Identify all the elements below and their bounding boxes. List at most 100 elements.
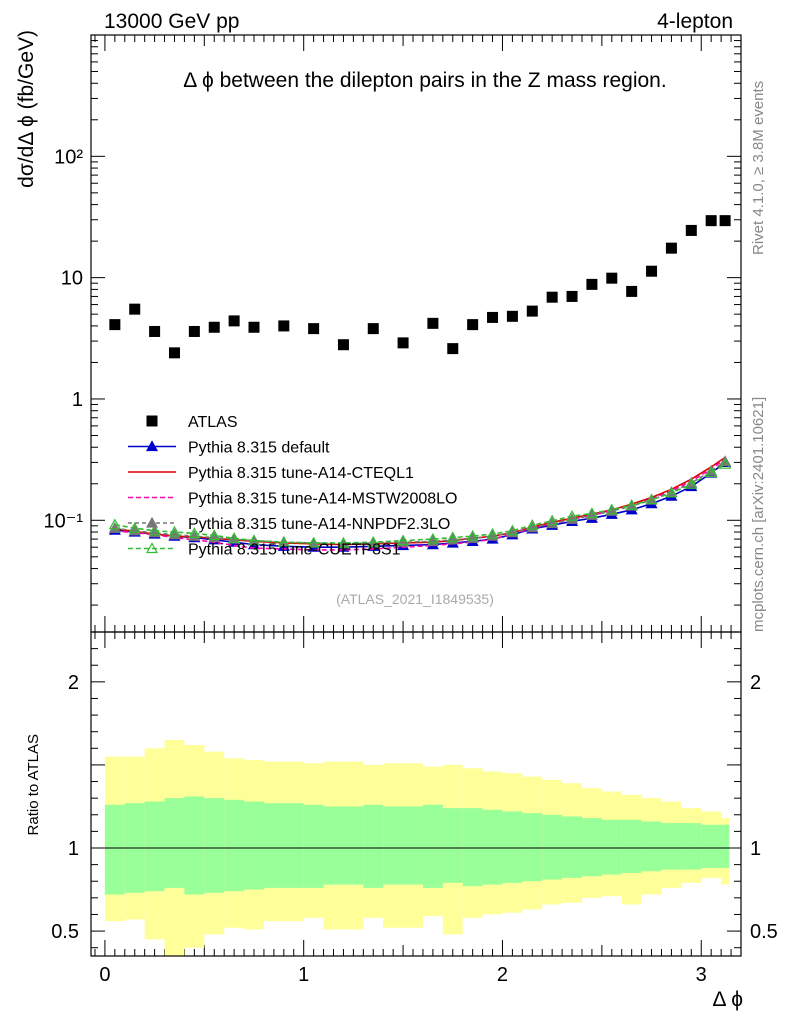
inner-band-bin (244, 801, 264, 890)
atlas-point (337, 339, 349, 351)
x-tick-label: 1 (298, 964, 309, 986)
y-tick-label: 10² (54, 146, 83, 168)
x-tick-label: 3 (696, 964, 707, 986)
mcplots-label: mcplots.cern.ch [arXiv:2401.10621] (750, 397, 767, 632)
y-axis-label: dσ/dΔ ϕ (fb/GeV) (15, 30, 38, 188)
inner-band-bin (522, 813, 543, 882)
atlas-point (546, 291, 558, 303)
inner-band-bin (621, 819, 642, 873)
series-point-4 (719, 457, 732, 469)
atlas-point (626, 285, 638, 297)
atlas-point (228, 315, 240, 327)
atlas-point (129, 303, 141, 315)
header-right: 4-lepton (657, 10, 733, 33)
series-point-4 (605, 503, 618, 515)
inner-band-bin (303, 804, 324, 888)
series-point-4 (506, 524, 519, 536)
series-point-4 (307, 536, 320, 548)
atlas-point (719, 215, 731, 227)
series-point-4 (685, 478, 698, 489)
ratio-tick-label: 1 (68, 838, 79, 860)
series-point-4 (585, 507, 598, 518)
inner-band-bin (502, 811, 523, 883)
series-point-4 (546, 514, 559, 526)
y-tick-label: 10 (61, 268, 83, 290)
series-point-4 (128, 521, 141, 533)
inner-band-bin (581, 818, 602, 877)
atlas-point (665, 242, 677, 254)
atlas-point (447, 343, 459, 355)
inner-band-bin (462, 808, 483, 887)
series-point-3 (566, 513, 579, 524)
y-tick-label: 10⁻¹ (44, 510, 84, 532)
inner-band-bin (542, 814, 563, 880)
inner-band-bin (363, 804, 384, 888)
legend-marker (145, 542, 159, 554)
inner-band-bin (263, 803, 304, 888)
inner-band-bin (104, 804, 125, 895)
atlas-point (308, 323, 320, 335)
atlas-point (526, 305, 538, 317)
inner-band-bin (701, 824, 722, 868)
ratio-tick-label: 0.5 (51, 921, 79, 943)
chart-title: Δ ϕ between the dilepton pairs in the Z … (183, 69, 666, 92)
inner-band-bin (184, 796, 205, 895)
atlas-point (606, 272, 618, 284)
series-point-4 (486, 527, 499, 539)
x-axis-label: Δ ϕ (713, 988, 743, 1011)
atlas-point (149, 325, 161, 337)
inner-band-bin (562, 816, 582, 878)
legend-marker (145, 516, 159, 528)
inner-band-bin (681, 823, 702, 870)
atlas-point (168, 347, 180, 359)
series-point-4 (148, 524, 161, 536)
inner-band-bin (164, 798, 185, 888)
series-point-4 (247, 534, 261, 546)
atlas-point (506, 310, 518, 322)
atlas-point (487, 311, 499, 323)
legend-label: Pythia 8.315 tune-A14-MSTW2008LO (188, 491, 457, 508)
analysis-id: (ATLAS_2021_I1849535) (336, 591, 494, 607)
inner-band-bin (422, 804, 443, 888)
series-point-3 (719, 455, 732, 467)
inner-band-bin (601, 819, 622, 875)
atlas-point (109, 319, 121, 331)
ratio-plot: 0 1 2 3 0.5 0.5 1 1 2 2 (51, 631, 778, 986)
series-point-4 (426, 532, 439, 544)
inner-band-bin (224, 799, 245, 892)
inner-band-bin (383, 806, 423, 885)
series-point-4 (466, 529, 479, 541)
series-line-4 (114, 463, 726, 544)
legend-marker-atlas (146, 415, 158, 427)
rivet-label: Rivet 4.1.0, ≥ 3.8M events (750, 81, 767, 255)
inner-band-bin (204, 798, 225, 893)
header-left: 13000 GeV pp (104, 10, 239, 33)
atlas-point (248, 321, 260, 333)
series-point-4 (337, 536, 350, 548)
series-point-4 (108, 518, 121, 530)
inner-band-bin (323, 806, 364, 885)
series-point-3 (108, 521, 121, 533)
inner-band-bin (641, 821, 662, 872)
ratio-frame (90, 631, 742, 957)
atlas-point (208, 321, 220, 333)
series-point-3 (397, 535, 410, 547)
inner-band-bin (442, 808, 463, 883)
ratio-tick-label: 2 (68, 672, 79, 694)
series-point-4 (446, 531, 459, 543)
atlas-point (397, 337, 409, 349)
inner-band-bin (144, 801, 165, 892)
series-point-4 (645, 493, 658, 505)
atlas-point (705, 215, 717, 227)
main-plot: 10⁻¹ 1 10 10² (44, 34, 742, 956)
legend-label: Pythia 8.315 tune-A14-NNPDF2.3LO (188, 516, 450, 533)
series-point-4 (188, 527, 201, 538)
atlas-point (427, 317, 439, 329)
legend-label: Pythia 8.315 tune-A14-CTEQL1 (188, 465, 414, 482)
atlas-point (467, 319, 479, 331)
atlas-point (566, 290, 578, 302)
legend-label: ATLAS (188, 414, 238, 431)
x-tick-label: 2 (497, 964, 508, 986)
atlas-point (646, 265, 658, 277)
